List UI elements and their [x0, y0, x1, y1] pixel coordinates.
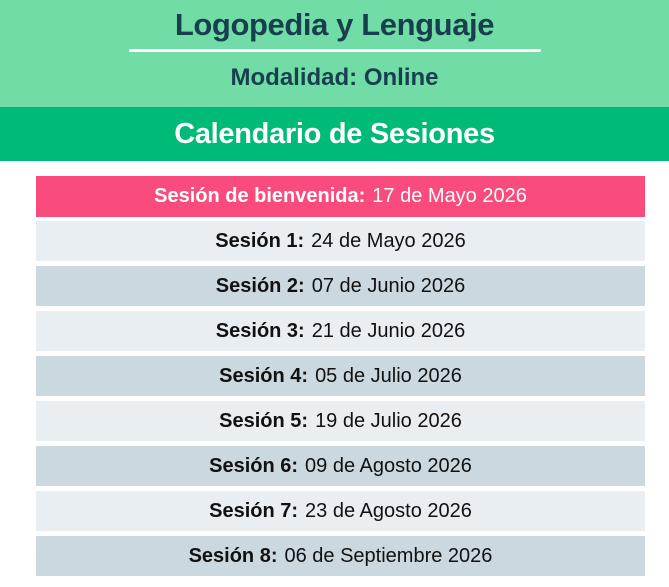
- session-row: Sesión 3: 21 de Junio 2026: [36, 311, 645, 351]
- course-header: Logopedia y Lenguaje Modalidad: Online: [0, 0, 669, 107]
- calendar-banner-title: Calendario de Sesiones: [174, 117, 495, 150]
- session-row: Sesión 7: 23 de Agosto 2026: [36, 491, 645, 531]
- welcome-session-date: 17 de Mayo 2026: [372, 185, 527, 207]
- session-date: 06 de Septiembre 2026: [284, 544, 493, 567]
- session-label: Sesión 8:: [188, 544, 278, 567]
- session-date: 05 de Julio 2026: [315, 364, 462, 387]
- session-date: 07 de Junio 2026: [311, 274, 466, 297]
- session-date: 19 de Julio 2026: [315, 409, 462, 432]
- welcome-session-label: Sesión de bienvenida:: [154, 185, 366, 207]
- welcome-session-row: Sesión de bienvenida: 17 de Mayo 2026: [36, 176, 645, 217]
- course-modality: Modalidad: Online: [230, 64, 439, 91]
- session-label: Sesión 2:: [215, 274, 305, 297]
- session-row: Sesión 5: 19 de Julio 2026: [36, 401, 645, 441]
- session-label: Sesión 5:: [219, 409, 309, 432]
- session-row: Sesión 1: 24 de Mayo 2026: [36, 221, 645, 261]
- session-row: Sesión 6: 09 de Agosto 2026: [36, 446, 645, 486]
- course-title: Logopedia y Lenguaje: [174, 7, 495, 42]
- session-date: 24 de Mayo 2026: [311, 229, 466, 252]
- session-row: Sesión 2: 07 de Junio 2026: [36, 266, 645, 306]
- session-label: Sesión 3:: [215, 319, 305, 342]
- session-label: Sesión 1:: [215, 229, 305, 252]
- calendar-banner: Calendario de Sesiones: [0, 107, 669, 161]
- session-date: 09 de Agosto 2026: [305, 454, 472, 477]
- session-label: Sesión 7:: [209, 499, 299, 522]
- session-date: 21 de Junio 2026: [311, 319, 466, 342]
- session-row: Sesión 8: 06 de Septiembre 2026: [36, 536, 645, 576]
- title-underline: [128, 49, 541, 52]
- session-list: Sesión de bienvenida: 17 de Mayo 2026 Se…: [36, 176, 645, 576]
- session-label: Sesión 4:: [219, 364, 309, 387]
- session-label: Sesión 6:: [209, 454, 299, 477]
- session-date: 23 de Agosto 2026: [305, 499, 472, 522]
- session-row: Sesión 4: 05 de Julio 2026: [36, 356, 645, 396]
